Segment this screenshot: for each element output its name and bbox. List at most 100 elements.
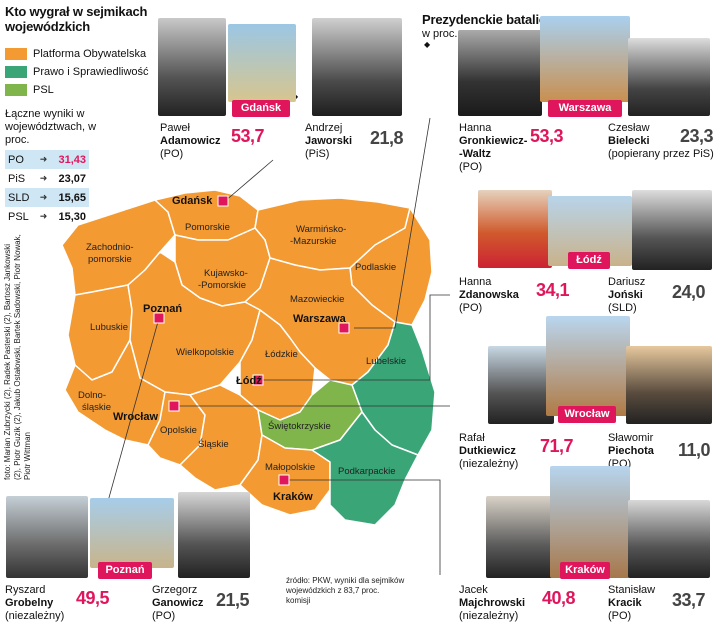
label-warminsko-2: -Mazurskie xyxy=(290,236,336,247)
legend-pis: Prawo i Sprawiedliwość xyxy=(5,66,149,78)
score-grobelny: 49,5 xyxy=(76,588,110,608)
candidate-last-name: Ganowicz xyxy=(152,597,204,609)
photo-kracik xyxy=(628,500,710,578)
candidate-party: (niezależny) xyxy=(459,610,519,622)
city-marker-warszawa xyxy=(338,322,350,334)
candidate-zdanowska: Hanna Zdanowska (PO) xyxy=(459,276,519,315)
photo-wroclaw-town-hall xyxy=(546,316,630,416)
candidate-last-name: Grobelny xyxy=(5,597,54,609)
legend-label-pis: Prawo i Sprawiedliwość xyxy=(33,66,149,78)
city-marker-krakow xyxy=(278,474,290,486)
totals-table: PO ➜ 31,43 PiS ➜ 23,07 SLD ➜ 15,65 PSL ➜ 15,30 xyxy=(5,150,89,226)
photo-grobelny xyxy=(6,496,88,578)
score-kracik: 33,7 xyxy=(672,590,706,610)
region-podkarpackie xyxy=(311,411,419,526)
candidate-first-name: Grzegorz xyxy=(152,584,198,596)
candidate-party: (niezależny) xyxy=(5,610,65,622)
label-zachodnio-2: pomorskie xyxy=(88,254,132,265)
city-marker-poznan xyxy=(153,312,165,324)
photo-majchrowski xyxy=(486,496,554,578)
candidate-last-name-2: -Waltz xyxy=(459,148,491,160)
candidate-last-name: Kracik xyxy=(608,597,642,609)
diamond-icon: ◆ xyxy=(424,40,431,49)
candidate-last-name: Majchrowski xyxy=(459,597,526,609)
candidate-first-name: Hanna xyxy=(459,276,492,288)
candidate-ganowicz: Grzegorz Ganowicz (PO) xyxy=(152,584,203,623)
candidate-first-name: Czesław xyxy=(608,122,650,134)
photo-jaworski xyxy=(312,18,402,116)
city-badge-krakow: Kraków xyxy=(560,562,610,579)
candidate-first-name: Hanna xyxy=(459,122,492,134)
candidate-first-name: Sławomir xyxy=(608,432,654,444)
city-label-krakow: Kraków xyxy=(273,491,313,503)
candidate-party: (PiS) xyxy=(305,148,330,160)
arrow-icon: ➜ xyxy=(35,188,52,207)
totals-row: SLD ➜ 15,65 xyxy=(5,188,89,207)
city-badge-gdansk: Gdańsk xyxy=(232,100,290,117)
legend-swatch-pis xyxy=(5,66,27,78)
city-badge-lodz: Łódź xyxy=(568,252,610,269)
legend-swatch-po xyxy=(5,48,27,60)
label-lodzkie: Łódzkie xyxy=(265,349,298,360)
source-note: źródło: PKW, wyniki dla sejmików wojewód… xyxy=(286,576,405,605)
candidate-party: (PO) xyxy=(160,148,184,160)
label-dolno-2: śląskie xyxy=(82,402,111,413)
candidate-first-name: Dariusz xyxy=(608,276,646,288)
candidate-party: (PO) xyxy=(608,610,632,622)
candidate-last-name: Dutkiewicz xyxy=(459,445,516,457)
totals-row: PSL ➜ 15,30 xyxy=(5,207,89,226)
label-pomorskie: Pomorskie xyxy=(185,222,230,233)
arrow-icon: ➜ xyxy=(35,150,52,169)
candidate-gronkiewicz-waltz: Hanna Gronkiewicz- -Waltz (PO) xyxy=(459,122,527,174)
arrow-icon: ➜ xyxy=(39,211,48,221)
totals-party: PO xyxy=(5,150,36,169)
photo-bielecki xyxy=(628,38,710,116)
score-majchrowski: 40,8 xyxy=(542,588,576,608)
label-malopolskie: Małopolskie xyxy=(265,462,315,473)
candidate-last-name: Joński xyxy=(608,289,643,301)
label-lubelskie: Lubelskie xyxy=(366,356,406,367)
city-label-poznan: Poznań xyxy=(143,303,182,315)
totals-party: PiS xyxy=(8,172,26,185)
candidate-last-name: Gronkiewicz- xyxy=(459,135,528,147)
totals-value: 15,65 xyxy=(51,188,89,207)
score-jonski: 24,0 xyxy=(672,282,706,302)
candidate-last-name: Jaworski xyxy=(305,135,353,147)
city-marker-wroclaw xyxy=(168,400,180,412)
legend-label-psl: PSL xyxy=(33,84,54,96)
label-podlaskie: Podlaskie xyxy=(355,262,396,273)
score-gronkiewicz-waltz: 53,3 xyxy=(530,126,564,146)
candidate-first-name: Jacek xyxy=(459,584,488,596)
candidate-party: (PO) xyxy=(152,610,176,622)
candidate-majchrowski: Jacek Majchrowski (niezależny) xyxy=(459,584,525,623)
left-title: Kto wygrał w sejmikach wojewódzkich xyxy=(5,4,148,34)
photo-jonski xyxy=(632,190,712,270)
photo-gronkiewicz-waltz xyxy=(458,30,542,116)
label-podkarpackie: Podkarpackie xyxy=(338,466,396,477)
photo-gdansk-fountain xyxy=(228,24,296,102)
candidate-adamowicz: Paweł Adamowicz (PO) xyxy=(160,122,221,161)
city-label-lodz: Łódź xyxy=(236,375,262,387)
city-badge-warszawa: Warszawa xyxy=(548,100,622,117)
totals-row: PiS ➜ 23,07 xyxy=(5,169,89,188)
score-dutkiewicz: 71,7 xyxy=(540,436,574,456)
candidate-first-name: Rafał xyxy=(459,432,485,444)
label-swietokrzyskie: Świętokrzyskie xyxy=(268,420,331,432)
city-label-wroclaw: Wrocław xyxy=(113,411,158,423)
label-kujawsko-1: Kujawsko- xyxy=(204,268,248,279)
legend-po: Platforma Obywatelska xyxy=(5,48,146,60)
city-label-warszawa: Warszawa xyxy=(293,313,347,325)
candidate-party: (popierany przez PiS) xyxy=(608,148,714,160)
photo-ganowicz xyxy=(178,492,250,578)
score-piechota: 11,0 xyxy=(678,440,711,460)
label-kujawsko-2: -Pomorskie xyxy=(198,280,246,291)
totals-value: 23,07 xyxy=(58,172,86,185)
candidate-party: (niezależny) xyxy=(459,458,519,470)
right-subtitle: w proc. xyxy=(422,28,458,40)
label-lubuskie: Lubuskie xyxy=(90,322,128,333)
legend-psl: PSL xyxy=(5,84,54,96)
city-marker-gdansk xyxy=(217,195,229,207)
photo-adamowicz xyxy=(158,18,226,116)
candidate-first-name: Paweł xyxy=(160,122,190,134)
city-badge-wroclaw: Wrocław xyxy=(558,406,616,423)
